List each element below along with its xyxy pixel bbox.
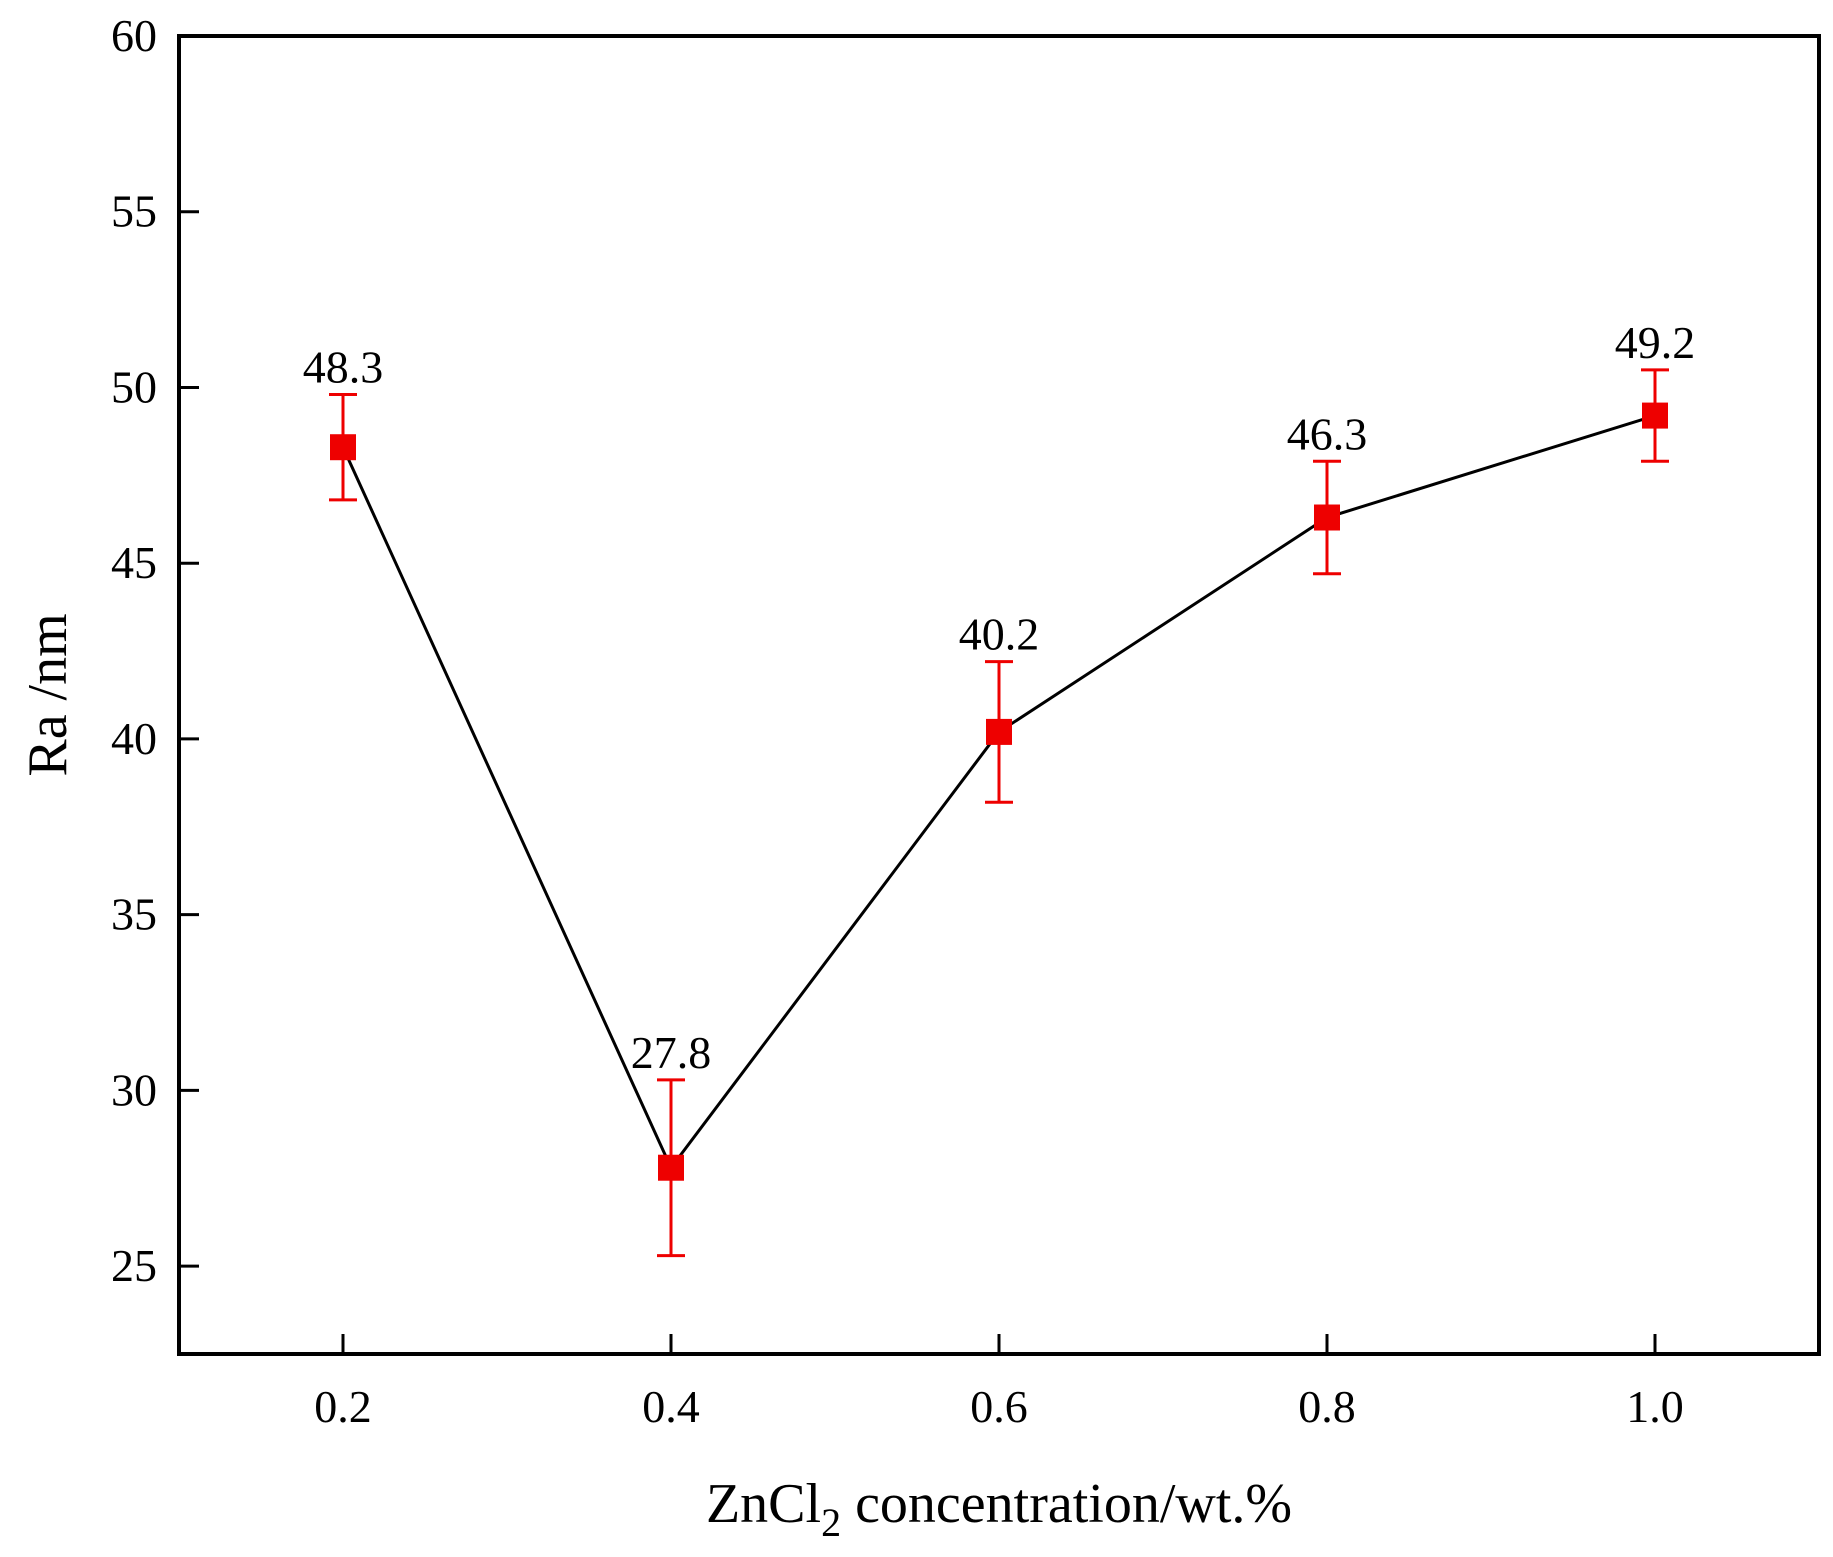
x-axis-title: ZnCl2 concentration/wt.%: [706, 1473, 1292, 1545]
y-tick-label: 40: [111, 713, 157, 764]
x-axis-title-base: ZnCl: [706, 1473, 821, 1535]
y-tick-label: 50: [111, 361, 157, 412]
data-label: 49.2: [1615, 317, 1696, 368]
y-tick-label: 30: [111, 1064, 157, 1115]
data-label: 48.3: [303, 341, 384, 392]
data-point-marker: [1314, 504, 1340, 531]
data-label: 27.8: [631, 1027, 712, 1078]
y-tick-label: 25: [111, 1240, 157, 1291]
y-tick-label: 60: [111, 10, 157, 61]
x-tick-label: 1.0: [1626, 1381, 1684, 1432]
x-tick-label: 0.2: [314, 1381, 372, 1432]
x-tick-label: 0.8: [1298, 1381, 1356, 1432]
markers-group: [330, 402, 1668, 1181]
x-tick-label: 0.6: [970, 1381, 1028, 1432]
error-bars-group: [329, 368, 1669, 1258]
data-point-marker: [330, 434, 356, 461]
y-axis-title: Ra /nm: [17, 613, 79, 776]
x-axis-title-rest: concentration/wt.%: [841, 1473, 1292, 1535]
x-axis-ticks: 0.2 0.4 0.6 0.8 1.0: [314, 1334, 1684, 1432]
x-axis-title-subscript: 2: [821, 1500, 841, 1545]
data-label: 46.3: [1287, 408, 1368, 459]
data-point-marker: [1642, 402, 1668, 429]
y-tick-label: 45: [111, 537, 157, 588]
y-tick-label: 35: [111, 889, 157, 940]
data-point-marker: [986, 718, 1012, 745]
x-tick-label: 0.4: [642, 1381, 700, 1432]
y-axis-ticks: 25 30 35 40 45 50 55 60: [111, 10, 199, 1291]
data-point-marker: [658, 1154, 684, 1181]
data-label: 40.2: [959, 609, 1040, 660]
y-tick-label: 55: [111, 186, 157, 237]
data-labels-group: 48.3 27.8 40.2 46.3 49.2: [303, 317, 1696, 1078]
